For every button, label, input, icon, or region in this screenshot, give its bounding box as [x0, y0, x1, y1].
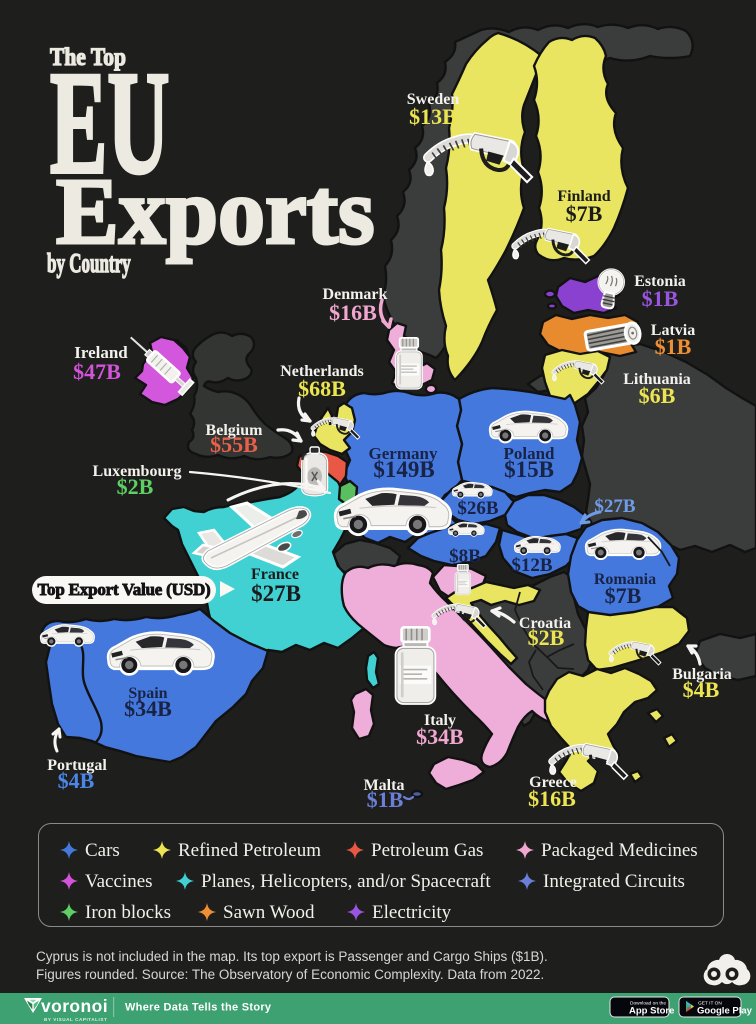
svg-text:Bulgaria: Bulgaria: [672, 666, 732, 683]
svg-text:Estonia: Estonia: [634, 273, 686, 290]
svg-text:$16B: $16B: [329, 300, 377, 325]
svg-text:Refined Petroleum: Refined Petroleum: [178, 840, 321, 861]
svg-text:Vaccines: Vaccines: [85, 871, 153, 892]
svg-text:App Store: App Store: [629, 1006, 674, 1017]
svg-text:$7B: $7B: [566, 201, 603, 226]
svg-text:Poland: Poland: [503, 444, 555, 463]
svg-text:$27B: $27B: [251, 581, 301, 606]
svg-text:Belgium: Belgium: [206, 422, 264, 439]
svg-text:Spain: Spain: [128, 685, 167, 702]
svg-text:Latvia: Latvia: [651, 322, 695, 339]
svg-text:Google Play: Google Play: [697, 1006, 753, 1017]
svg-text:Ireland: Ireland: [74, 343, 128, 362]
svg-text:Packaged Medicines: Packaged Medicines: [541, 840, 698, 861]
svg-text:Download on the: Download on the: [630, 1001, 666, 1007]
svg-text:Iron blocks: Iron blocks: [85, 902, 171, 923]
svg-text:$7B: $7B: [605, 583, 642, 608]
svg-text:Portugal: Portugal: [47, 757, 107, 774]
svg-text:Where Data Tells the Story: Where Data Tells the Story: [125, 1002, 272, 1014]
svg-text:$12B: $12B: [511, 555, 553, 576]
svg-text:Luxembourg: Luxembourg: [93, 463, 182, 480]
svg-text:Netherlands: Netherlands: [280, 363, 364, 380]
svg-text:$15B: $15B: [504, 457, 554, 482]
svg-text:Cars: Cars: [85, 840, 120, 861]
svg-text:Finland: Finland: [557, 188, 610, 205]
svg-text:$1B: $1B: [367, 787, 404, 812]
svg-text:GET IT ON: GET IT ON: [698, 1001, 722, 1007]
svg-text:Greece: Greece: [529, 774, 577, 791]
svg-text:Electricity: Electricity: [372, 902, 452, 923]
svg-text:$34B: $34B: [124, 696, 172, 721]
svg-text:Integrated Circuits: Integrated Circuits: [543, 871, 685, 892]
svg-text:$2B: $2B: [528, 625, 565, 650]
svg-text:$6B: $6B: [639, 383, 676, 408]
svg-text:voronoi: voronoi: [41, 996, 108, 1016]
svg-text:$16B: $16B: [528, 786, 576, 811]
svg-text:$26B: $26B: [457, 498, 499, 519]
svg-text:Sweden: Sweden: [407, 91, 460, 108]
svg-text:$8B: $8B: [449, 546, 481, 567]
svg-text:Germany: Germany: [369, 444, 438, 463]
svg-text:$13B: $13B: [409, 104, 457, 129]
svg-text:$2B: $2B: [117, 474, 154, 499]
svg-text:$68B: $68B: [298, 376, 346, 401]
svg-text:Lithuania: Lithuania: [623, 371, 691, 388]
svg-text:France: France: [251, 566, 299, 583]
svg-text:Italy: Italy: [424, 712, 456, 729]
svg-text:$27B: $27B: [594, 496, 636, 517]
svg-text:Denmark: Denmark: [323, 286, 388, 303]
svg-text:Planes, Helicopters, and/or Sp: Planes, Helicopters, and/or Spacecraft: [201, 871, 491, 892]
svg-text:$1B: $1B: [642, 286, 679, 311]
svg-text:Malta: Malta: [364, 777, 405, 794]
svg-text:$34B: $34B: [416, 724, 464, 749]
svg-text:Sawn Wood: Sawn Wood: [223, 902, 315, 923]
svg-text:$1B: $1B: [655, 334, 692, 359]
svg-text:$47B: $47B: [73, 359, 121, 384]
svg-text:Croatia: Croatia: [519, 615, 571, 632]
svg-text:$149B: $149B: [373, 457, 434, 482]
svg-text:BY VISUAL CAPITALIST: BY VISUAL CAPITALIST: [44, 1017, 107, 1022]
svg-text:$4B: $4B: [58, 768, 95, 793]
svg-text:$55B: $55B: [210, 432, 258, 457]
svg-text:Petroleum Gas: Petroleum Gas: [371, 840, 483, 861]
svg-text:Romania: Romania: [594, 571, 656, 588]
svg-text:$4B: $4B: [683, 677, 720, 702]
